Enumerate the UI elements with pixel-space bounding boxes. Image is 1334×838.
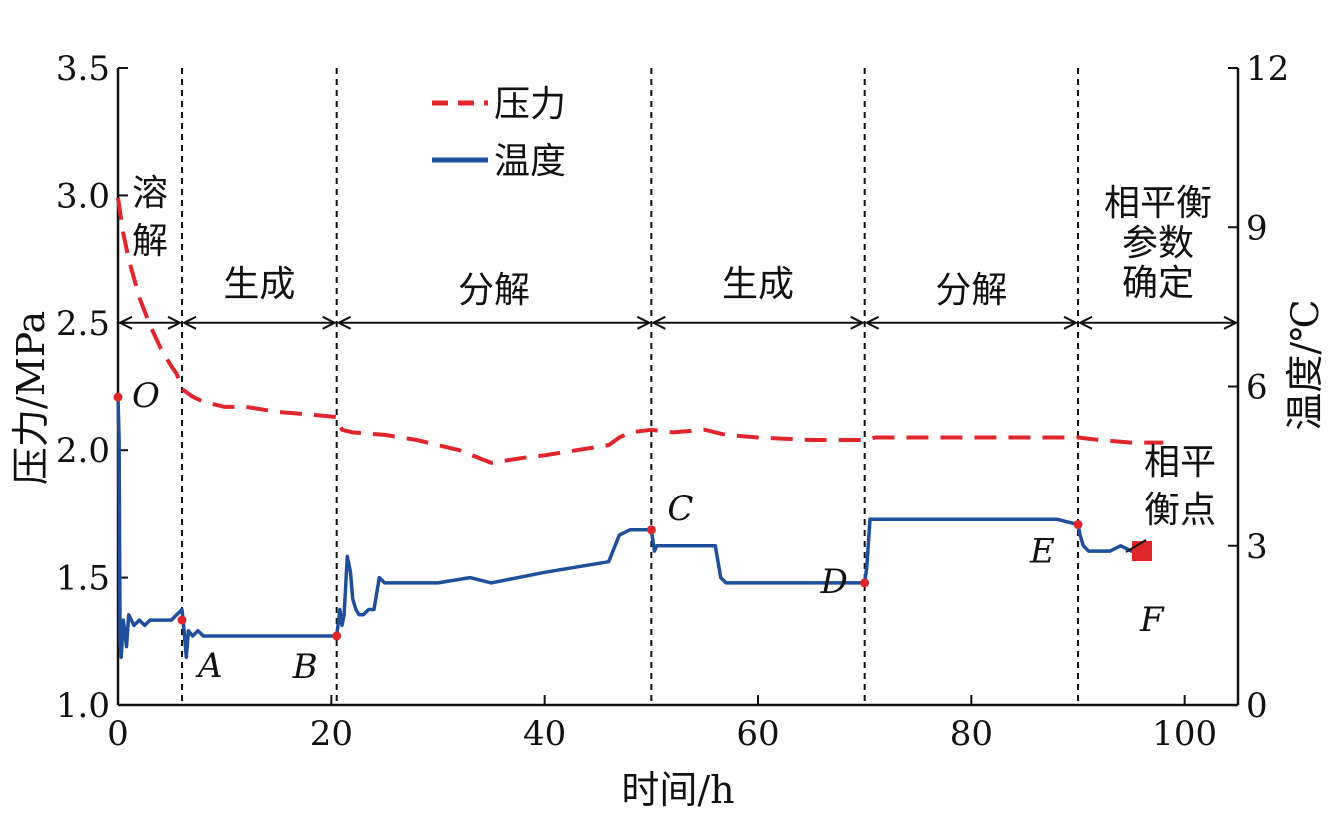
phase-arrowhead-left xyxy=(864,315,880,330)
y-left-tick-label: 2.5 xyxy=(56,304,110,344)
y-right-tick-label: 12 xyxy=(1246,49,1289,89)
y-right-tick-label: 3 xyxy=(1246,527,1268,567)
phase-arrowhead-right xyxy=(167,315,183,330)
phase-arrowhead-right xyxy=(1063,315,1079,330)
phase-label: 相平衡 xyxy=(1104,183,1212,224)
x-tick-label: 20 xyxy=(310,714,353,754)
y-right-tick-label: 0 xyxy=(1246,686,1268,726)
legend-temperature-label: 温度 xyxy=(494,141,566,182)
phase-arrowhead-right xyxy=(850,315,865,330)
phase-arrowhead-right xyxy=(636,315,652,330)
y-right-tick-label: 6 xyxy=(1246,368,1268,408)
x-tick-label: 0 xyxy=(107,714,129,754)
state-point-label: E xyxy=(1029,532,1055,572)
equilibrium-leader-line xyxy=(1125,539,1147,553)
state-point-marker xyxy=(332,631,342,641)
y-left-tick-label: 3.5 xyxy=(56,49,110,89)
state-point-label: O xyxy=(132,376,160,416)
pressure-series-line xyxy=(116,197,1164,465)
phase-label: 确定 xyxy=(1122,263,1194,304)
phase-label: 生成 xyxy=(223,264,295,305)
y-left-tick-label: 2.0 xyxy=(56,431,110,471)
y-left-tick-label: 3.0 xyxy=(56,176,110,216)
state-point-marker xyxy=(113,392,123,402)
temperature-series-line xyxy=(116,397,1142,659)
x-axis-title: 时间/h xyxy=(621,768,734,812)
equilibrium-point-marker xyxy=(1132,541,1152,562)
legend: 压力 温度 xyxy=(432,84,566,182)
axis-ticks: 0 20 40 60 80 100 1.0 1.5 2.0 2.5 3.0 3.5 0 3 6 9 12 xyxy=(56,49,1289,754)
phase-label: 参数 xyxy=(1122,223,1194,264)
series-lines xyxy=(116,197,1164,659)
x-tick-label: 60 xyxy=(736,714,779,754)
y-left-tick-label: 1.5 xyxy=(56,559,110,599)
phase-arrowhead-left xyxy=(336,315,352,330)
phase-arrowhead-left xyxy=(651,315,666,330)
marked-points: O A B C D E F xyxy=(113,376,1165,687)
legend-pressure-label: 压力 xyxy=(494,84,566,125)
phase-label: 生成 xyxy=(722,264,794,305)
phase-arrowhead-right xyxy=(1223,315,1239,330)
state-point-marker xyxy=(177,615,187,625)
y-axis-right-title: 温度/℃ xyxy=(1283,299,1327,430)
x-tick-label: 80 xyxy=(950,714,993,754)
phase-arrowhead-right xyxy=(322,315,337,330)
phase-label: 解 xyxy=(132,221,168,262)
y-right-tick-label: 9 xyxy=(1246,208,1268,248)
state-point-marker xyxy=(860,578,870,588)
phase-arrows xyxy=(117,315,1239,330)
equilibrium-note-line-1: 相平 xyxy=(1144,442,1216,483)
y-axis-left-title: 压力/MPa xyxy=(9,311,53,485)
phase-boundaries xyxy=(181,68,1079,705)
phase-label: 溶 xyxy=(132,173,168,214)
state-point-label: C xyxy=(667,489,693,529)
equilibrium-annotation: 相平 衡点 xyxy=(1125,442,1216,553)
phase-arrowhead-left xyxy=(181,315,197,330)
phase-arrowhead-left xyxy=(1077,315,1093,330)
state-point-label: F xyxy=(1139,600,1165,640)
state-point-marker xyxy=(1073,520,1083,530)
state-point-label: B xyxy=(292,647,318,687)
state-point-label: A xyxy=(195,646,223,686)
x-tick-label: 40 xyxy=(523,714,566,754)
equilibrium-note-line-2: 衡点 xyxy=(1144,490,1216,531)
plot-frame xyxy=(116,68,1240,707)
x-tick-label: 100 xyxy=(1152,714,1217,754)
state-point-marker xyxy=(646,525,656,535)
y-left-tick-label: 1.0 xyxy=(56,686,110,726)
phase-label: 分解 xyxy=(458,270,530,311)
state-point-label: D xyxy=(820,562,848,602)
phase-label: 分解 xyxy=(935,270,1007,311)
